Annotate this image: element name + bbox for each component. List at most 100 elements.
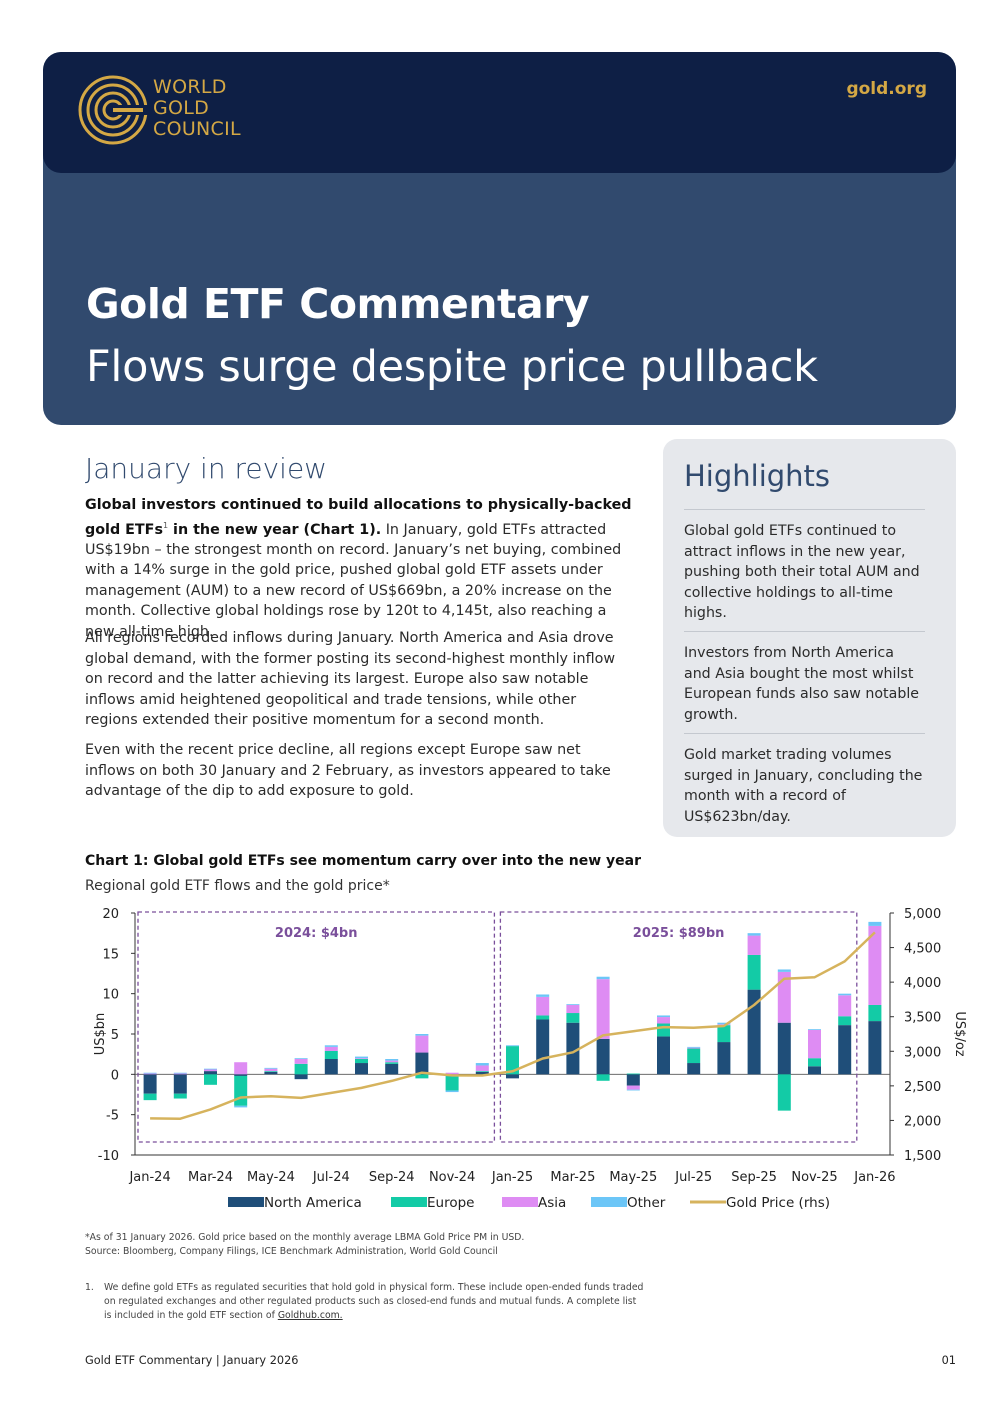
bar-europe bbox=[657, 1023, 670, 1037]
y2-tick-label: 4,500 bbox=[904, 942, 941, 957]
bar-asia bbox=[566, 1004, 580, 1014]
bar-north-america bbox=[777, 1022, 791, 1075]
bar-asia bbox=[143, 1073, 157, 1075]
bar-europe bbox=[173, 1093, 187, 1099]
x-tick-label: Nov-25 bbox=[791, 1170, 837, 1185]
bar-europe bbox=[204, 1074, 217, 1085]
bar-asia bbox=[687, 1047, 701, 1049]
legend-label: Europe bbox=[427, 1195, 474, 1211]
bar-north-america bbox=[264, 1071, 278, 1075]
highlights-divider bbox=[684, 631, 925, 632]
bar-other bbox=[204, 1068, 217, 1070]
legend-label: Other bbox=[627, 1195, 666, 1211]
bar-asia bbox=[294, 1059, 308, 1064]
bar-asia bbox=[838, 995, 852, 1017]
highlight-item: Global gold ETFs continued to attract in… bbox=[684, 523, 920, 621]
bar-asia bbox=[657, 1017, 670, 1024]
bar-asia bbox=[415, 1035, 429, 1053]
bar-other bbox=[445, 1090, 459, 1093]
bar-other bbox=[687, 1046, 701, 1048]
bar-north-america bbox=[324, 1059, 338, 1075]
x-tick-label: Mar-24 bbox=[188, 1170, 233, 1185]
bar-asia bbox=[204, 1069, 217, 1072]
bar-north-america bbox=[415, 1052, 429, 1075]
bar-other bbox=[234, 1105, 248, 1108]
bar-europe bbox=[143, 1093, 157, 1101]
bar-asia bbox=[747, 935, 761, 955]
review-p1-lead: Global investors continued to build allo… bbox=[85, 497, 632, 538]
bar-other bbox=[415, 1034, 429, 1036]
bar-europe bbox=[747, 954, 761, 990]
bar-europe bbox=[475, 1071, 489, 1072]
bar-other bbox=[657, 1015, 670, 1018]
x-tick-label: Sep-25 bbox=[731, 1170, 777, 1185]
logo-word-2: GOLD bbox=[153, 97, 210, 119]
bar-asia bbox=[536, 996, 550, 1016]
gold-price-line bbox=[150, 931, 876, 1120]
review-p1-lead-2: in the new year (Chart 1). bbox=[168, 521, 382, 538]
x-tick-label: Nov-24 bbox=[429, 1170, 475, 1185]
bar-north-america bbox=[868, 1021, 882, 1075]
bar-north-america bbox=[234, 1074, 248, 1076]
bar-europe bbox=[838, 1016, 852, 1026]
legend-swatch-north-america bbox=[228, 1197, 264, 1207]
bar-north-america bbox=[838, 1025, 852, 1075]
legend-label: Asia bbox=[538, 1195, 566, 1211]
bar-north-america bbox=[657, 1036, 670, 1075]
bar-asia bbox=[475, 1065, 489, 1072]
annotation-box bbox=[499, 911, 858, 1143]
bar-other bbox=[294, 1058, 308, 1060]
x-tick-label: Jan-26 bbox=[853, 1170, 895, 1185]
chart-note: *As of 31 January 2026. Gold price based… bbox=[85, 1232, 525, 1243]
bar-other bbox=[506, 1045, 519, 1047]
legend-label: Gold Price (rhs) bbox=[726, 1195, 830, 1211]
x-tick-label: Jul-24 bbox=[312, 1170, 350, 1185]
highlight-item: Gold market trading volumes surged in Ja… bbox=[684, 747, 923, 825]
y2-tick-label: 2,000 bbox=[904, 1114, 941, 1129]
review-heading: January in review bbox=[85, 452, 328, 485]
legend-swatch-europe bbox=[391, 1197, 427, 1207]
footnote-ref[interactable]: 1 bbox=[162, 520, 169, 530]
legend-swatch-asia bbox=[502, 1197, 538, 1207]
review-paragraph-1: Global investors continued to build allo… bbox=[85, 495, 633, 642]
bar-north-america bbox=[717, 1042, 731, 1075]
hero-banner: WORLD GOLD COUNCIL gold.org Gold ETF Com… bbox=[43, 52, 956, 425]
site-link[interactable]: gold.org bbox=[846, 79, 927, 99]
y2-axis-label: US$/oz bbox=[952, 1011, 967, 1056]
y2-tick-label: 5,000 bbox=[904, 907, 941, 922]
footer-title: Gold ETF Commentary | January 2026 bbox=[85, 1354, 299, 1367]
y-axis-label: US$bn bbox=[93, 1013, 108, 1056]
goldhub-link[interactable]: Goldhub.com. bbox=[277, 1310, 343, 1321]
bar-europe bbox=[868, 1004, 882, 1022]
bar-europe bbox=[626, 1073, 640, 1075]
y2-tick-label: 1,500 bbox=[904, 1149, 941, 1164]
bar-north-america bbox=[808, 1066, 821, 1075]
chart-source: Source: Bloomberg, Company Filings, ICE … bbox=[85, 1245, 498, 1257]
bar-north-america bbox=[475, 1071, 489, 1075]
bar-north-america bbox=[566, 1022, 580, 1075]
logo-wordmark: WORLD GOLD COUNCIL bbox=[153, 77, 241, 140]
bar-europe bbox=[596, 1074, 610, 1081]
x-tick-label: Jan-25 bbox=[491, 1170, 533, 1185]
y-tick-label: 5 bbox=[111, 1028, 119, 1043]
bar-europe bbox=[808, 1058, 821, 1067]
bar-europe bbox=[536, 1015, 550, 1020]
bar-other bbox=[838, 993, 852, 996]
bar-north-america bbox=[355, 1063, 368, 1075]
bar-europe bbox=[687, 1048, 701, 1064]
bar-europe bbox=[294, 1063, 308, 1075]
bar-north-america bbox=[536, 1019, 550, 1075]
bar-europe bbox=[234, 1075, 248, 1106]
x-tick-label: May-24 bbox=[247, 1170, 295, 1185]
logo-word-3: COUNCIL bbox=[153, 118, 241, 140]
bar-other bbox=[355, 1056, 368, 1059]
highlights-divider bbox=[684, 509, 925, 510]
bar-north-america bbox=[385, 1063, 399, 1075]
bar-asia bbox=[626, 1085, 640, 1090]
page-subtitle: Flows surge despite price pullback bbox=[86, 342, 818, 392]
chart-notes: *As of 31 January 2026. Gold price based… bbox=[85, 1231, 524, 1258]
bar-asia bbox=[355, 1058, 368, 1060]
x-tick-label: Jul-25 bbox=[674, 1170, 712, 1185]
bar-north-america bbox=[173, 1074, 187, 1094]
review-paragraph-3: Even with the recent price decline, all … bbox=[85, 742, 611, 799]
